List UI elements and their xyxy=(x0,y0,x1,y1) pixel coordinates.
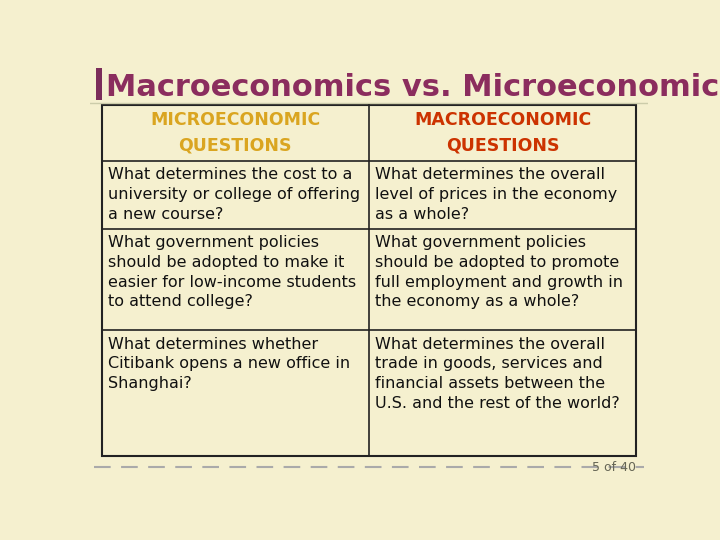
Bar xyxy=(102,105,636,456)
Text: MICROECONOMIC
QUESTIONS: MICROECONOMIC QUESTIONS xyxy=(150,111,320,154)
Bar xyxy=(96,68,102,100)
Text: Macroeconomics vs. Microeconomics: Macroeconomics vs. Microeconomics xyxy=(107,72,720,102)
Bar xyxy=(102,105,636,456)
Text: What government policies
should be adopted to make it
easier for low-income stud: What government policies should be adopt… xyxy=(108,235,356,309)
Text: 5 of 40: 5 of 40 xyxy=(593,462,636,475)
Text: What determines the overall
level of prices in the economy
as a whole?: What determines the overall level of pri… xyxy=(375,167,618,222)
Text: What determines the cost to a
university or college of offering
a new course?: What determines the cost to a university… xyxy=(108,167,360,222)
Text: What determines whether
Citibank opens a new office in
Shanghai?: What determines whether Citibank opens a… xyxy=(108,336,350,391)
Text: MACROECONOMIC
QUESTIONS: MACROECONOMIC QUESTIONS xyxy=(414,111,591,154)
Text: What government policies
should be adopted to promote
full employment and growth: What government policies should be adopt… xyxy=(375,235,624,309)
Text: What determines the overall
trade in goods, services and
financial assets betwee: What determines the overall trade in goo… xyxy=(375,336,620,411)
